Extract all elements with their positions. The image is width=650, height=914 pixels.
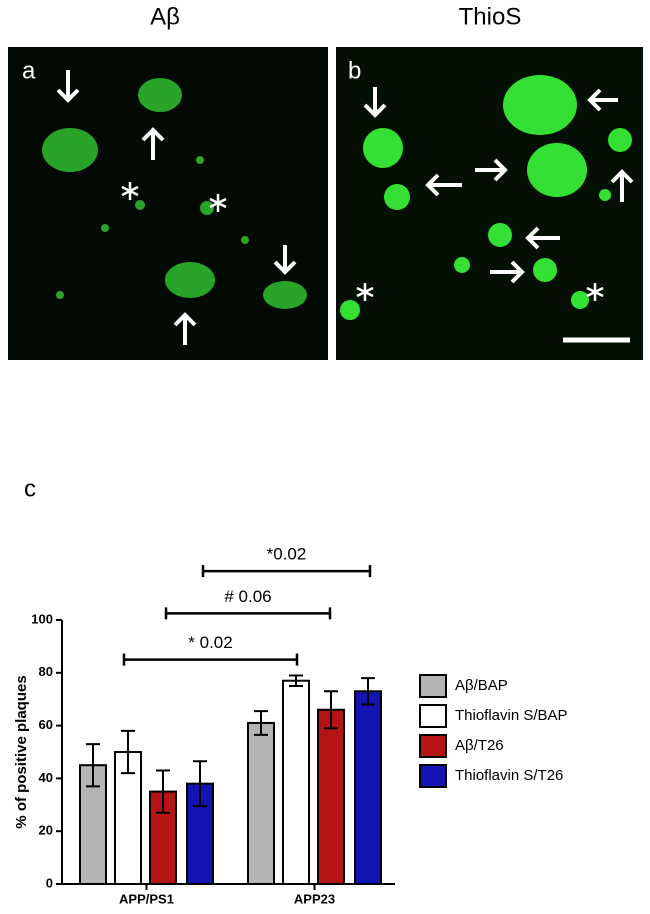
significance-label: * 0.02 bbox=[188, 633, 232, 652]
y-tick-label: 80 bbox=[39, 664, 53, 679]
bar bbox=[317, 708, 345, 886]
x-tick-label: APP23 bbox=[294, 891, 335, 906]
error-bar bbox=[324, 690, 338, 730]
error-bar bbox=[361, 677, 375, 706]
legend-swatch bbox=[419, 764, 447, 788]
legend-label: Aβ/T26 bbox=[455, 737, 504, 754]
bar bbox=[282, 679, 310, 885]
panel-label: b bbox=[348, 57, 361, 84]
micrograph-b: b bbox=[336, 47, 643, 360]
legend-swatch bbox=[419, 704, 447, 728]
significance-label: # 0.06 bbox=[224, 587, 271, 606]
error-bar bbox=[193, 760, 207, 808]
y-tick-label: 20 bbox=[39, 823, 53, 838]
significance-bracket bbox=[164, 607, 332, 620]
legend-swatch bbox=[419, 734, 447, 758]
y-tick-label: 100 bbox=[31, 611, 53, 626]
significance-label: *0.02 bbox=[267, 545, 307, 564]
bar bbox=[354, 690, 382, 886]
significance-bracket bbox=[122, 653, 299, 666]
micrograph-a: a bbox=[8, 47, 328, 360]
legend-swatch bbox=[419, 674, 447, 698]
panel-label: c bbox=[24, 475, 36, 502]
legend-label: Thioflavin S/BAP bbox=[455, 707, 568, 724]
significance-bracket bbox=[201, 565, 372, 578]
error-bar bbox=[86, 743, 100, 788]
error-bar bbox=[156, 769, 170, 814]
panel-label: a bbox=[22, 57, 36, 84]
bar bbox=[247, 721, 275, 886]
y-tick-label: 40 bbox=[39, 770, 53, 785]
x-tick-label: APP/PS1 bbox=[119, 891, 174, 906]
y-axis-label: % of positive plaques bbox=[13, 675, 30, 828]
y-tick-label: 0 bbox=[46, 875, 53, 890]
legend-label: Thioflavin S/T26 bbox=[455, 767, 563, 784]
error-bar bbox=[254, 710, 268, 736]
error-bar bbox=[121, 729, 135, 775]
panel-title: Aβ bbox=[150, 3, 180, 30]
legend-label: Aβ/BAP bbox=[455, 677, 508, 694]
bar bbox=[79, 764, 107, 886]
error-bar bbox=[289, 674, 303, 687]
panel-title: ThioS bbox=[459, 3, 522, 30]
y-tick-label: 60 bbox=[39, 717, 53, 732]
